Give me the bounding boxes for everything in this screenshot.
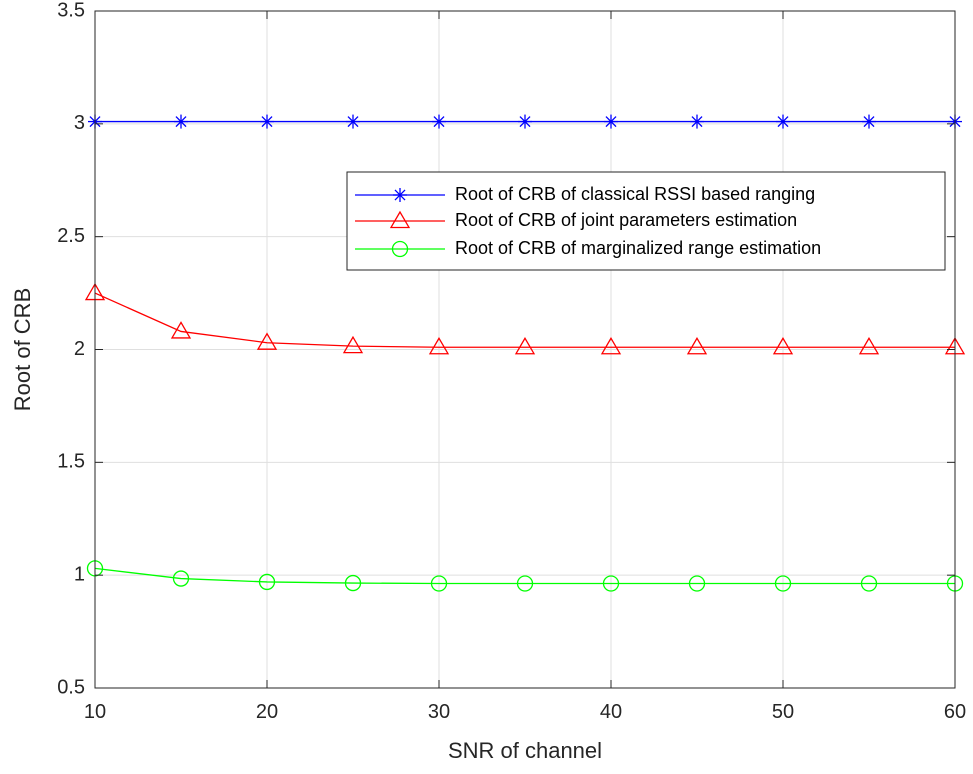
data-point-rssi — [518, 114, 532, 129]
x-axis-label: SNR of channel — [448, 738, 602, 763]
series-line-joint — [94, 292, 955, 348]
asterisk-stroke — [261, 116, 273, 128]
asterisk-stroke — [347, 116, 359, 128]
y-tick-label: 3 — [74, 112, 85, 134]
y-tick-label: 0.5 — [57, 676, 85, 698]
data-point-marginalized — [430, 575, 448, 592]
asterisk-stroke — [519, 116, 531, 128]
legend-entry-1: Root of CRB of classical RSSI based rang… — [355, 184, 815, 204]
x-tick-label: 30 — [428, 701, 450, 723]
data-point-rssi — [346, 114, 360, 129]
data-point-marginalized — [344, 574, 362, 592]
data-point-marginalized — [774, 575, 792, 592]
legend-label-marginalized: Root of CRB of marginalized range estima… — [455, 238, 821, 258]
legend-marker-joint — [389, 210, 411, 229]
data-point-joint — [514, 336, 536, 355]
y-tick-label: 3.5 — [57, 0, 85, 21]
data-point-joint — [170, 321, 192, 339]
x-tick-label: 10 — [84, 701, 106, 723]
y-tick-label: 1.5 — [57, 451, 85, 473]
data-point-rssi — [260, 114, 274, 129]
y-tick-label: 2 — [74, 338, 85, 360]
y-tick-label: 2.5 — [57, 225, 85, 247]
legend-sample-marginalized — [355, 240, 445, 258]
data-point-marginalized — [172, 570, 190, 587]
series-rssi — [88, 114, 962, 129]
legend-marker-marginalized — [391, 240, 409, 258]
legend-label-joint: Root of CRB of joint parameters estimati… — [455, 210, 797, 230]
data-point-marginalized — [860, 575, 878, 592]
legend-sample-rssi — [355, 188, 445, 202]
data-point-rssi — [432, 114, 446, 129]
data-point-marginalized — [516, 575, 534, 592]
data-point-rssi — [776, 114, 790, 129]
asterisk-stroke — [605, 116, 617, 128]
legend-box — [346, 171, 946, 271]
x-tick-label: 20 — [256, 701, 278, 723]
x-tick-label: 50 — [772, 701, 794, 723]
data-point-joint — [772, 336, 794, 355]
data-point-joint — [256, 332, 278, 350]
legend-label-rssi: Root of CRB of classical RSSI based rang… — [455, 184, 815, 204]
data-point-joint — [686, 336, 708, 355]
asterisk-stroke — [175, 116, 187, 128]
legend-entry-3: Root of CRB of marginalized range estima… — [355, 238, 821, 258]
asterisk-stroke — [433, 116, 445, 128]
asterisk-stroke — [777, 116, 789, 128]
data-point-joint — [858, 336, 880, 355]
y-axis-label: Root of CRB — [10, 288, 35, 412]
data-point-marginalized — [688, 575, 706, 592]
y-tick-label: 1 — [74, 563, 85, 585]
x-tick-label: 40 — [600, 701, 622, 723]
x-tick-label: 60 — [944, 701, 966, 723]
data-point-rssi — [690, 114, 704, 129]
data-point-joint — [342, 335, 364, 354]
asterisk-stroke — [394, 189, 406, 201]
data-point-joint — [428, 336, 450, 355]
data-point-joint — [600, 336, 622, 355]
data-point-marginalized — [602, 575, 620, 592]
data-point-rssi — [174, 114, 188, 129]
asterisk-stroke — [691, 116, 703, 128]
legend-entry-2: Root of CRB of joint parameters estimati… — [355, 210, 797, 230]
legend: Root of CRB of classical RSSI based rang… — [346, 171, 946, 271]
series-layer — [84, 114, 966, 592]
asterisk-stroke — [863, 116, 875, 128]
data-point-rssi — [862, 114, 876, 129]
data-point-rssi — [604, 114, 618, 129]
data-point-marginalized — [258, 573, 276, 591]
legend-sample-joint — [355, 210, 445, 229]
series-marginalized — [86, 560, 964, 592]
series-line-marginalized — [94, 567, 955, 585]
axis-ticks: 10 20 30 40 50 60 0.5 1 1.5 2 2.5 3 3.5 — [57, 0, 966, 723]
legend-marker-rssi — [393, 188, 407, 202]
